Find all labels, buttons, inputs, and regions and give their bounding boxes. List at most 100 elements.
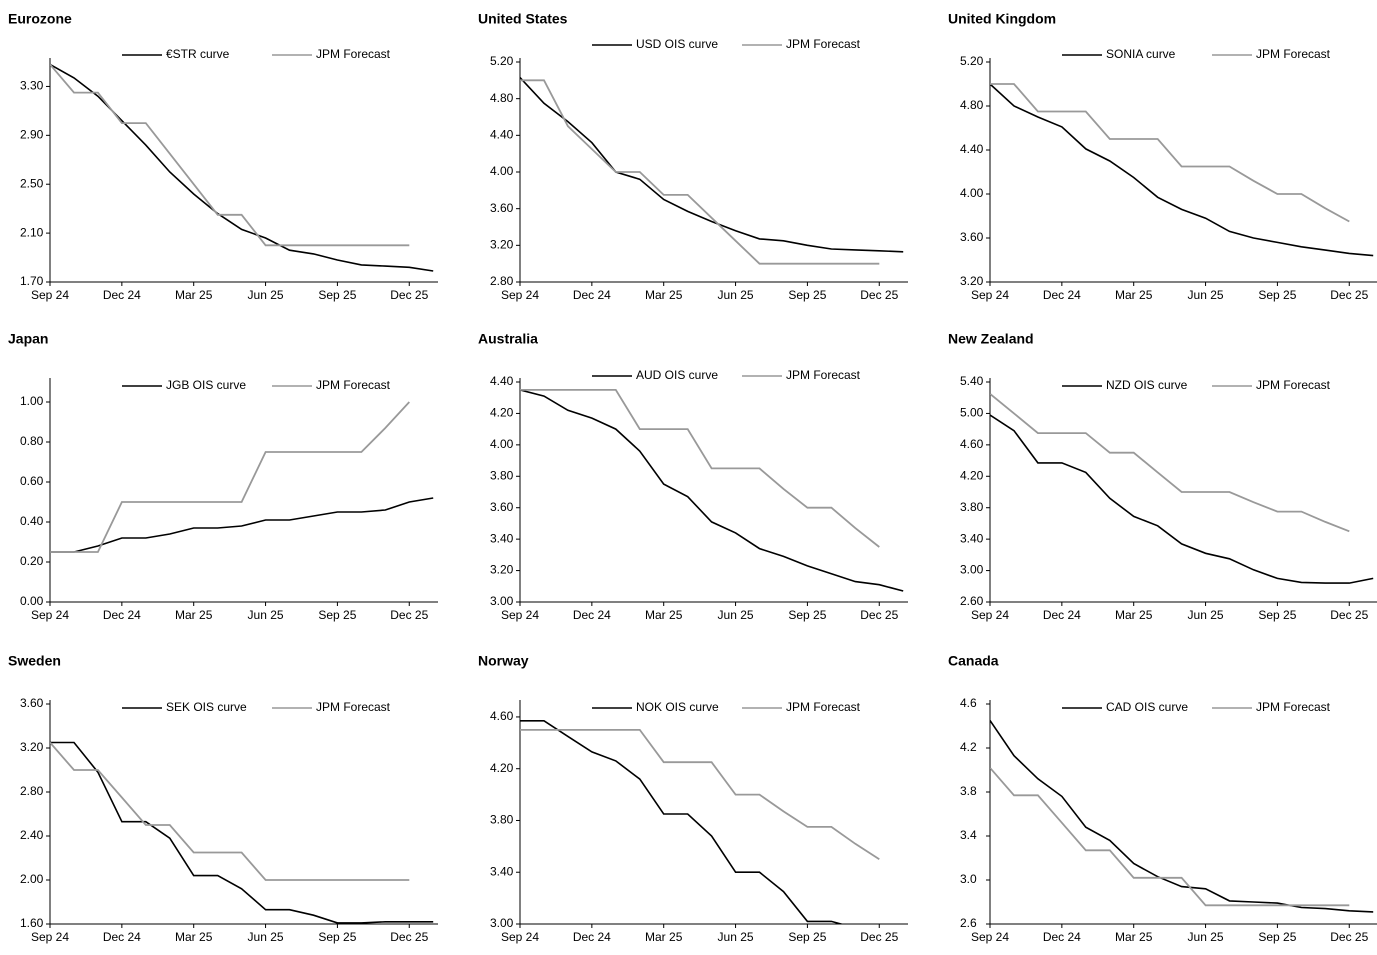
x-tick-label: Sep 24 xyxy=(31,930,69,944)
legend-label: USD OIS curve xyxy=(636,37,718,51)
y-tick-label: 3.60 xyxy=(20,696,44,710)
x-tick-label: Dec 24 xyxy=(1043,930,1081,944)
y-tick-label: 4.80 xyxy=(490,91,514,105)
series-line xyxy=(990,720,1374,913)
x-tick-label: Mar 25 xyxy=(1115,608,1153,622)
series-line xyxy=(50,741,434,924)
y-tick-label: 2.40 xyxy=(20,828,44,842)
x-tick-label: Jun 25 xyxy=(248,930,284,944)
y-tick-label: 3.00 xyxy=(490,916,514,930)
series-line xyxy=(520,79,880,265)
y-tick-label: 4.20 xyxy=(490,761,514,775)
y-tick-label: 4.80 xyxy=(960,98,984,112)
y-tick-label: 4.40 xyxy=(490,374,514,388)
x-tick-label: Sep 25 xyxy=(788,608,826,622)
x-tick-label: Sep 24 xyxy=(31,608,69,622)
y-tick-label: 0.20 xyxy=(20,554,44,568)
y-tick-label: 3.20 xyxy=(490,238,514,252)
panel: New Zealand 2.60 3.00 3.40 3.80 4.20 4.60 5.00 5… xyxy=(948,331,1377,622)
series-line xyxy=(520,389,904,592)
y-tick-label: 4.2 xyxy=(960,740,977,754)
x-tick-label: Dec 25 xyxy=(1330,288,1368,302)
x-tick-label: Dec 24 xyxy=(103,288,141,302)
y-tick-label: 3.30 xyxy=(20,79,44,93)
chart-title: Norway xyxy=(478,653,529,669)
legend-label: JPM Forecast xyxy=(786,700,861,714)
y-tick-label: 5.20 xyxy=(960,54,984,68)
x-tick-label: Sep 25 xyxy=(318,288,356,302)
x-tick-label: Sep 24 xyxy=(31,288,69,302)
y-tick-label: 3.80 xyxy=(490,468,514,482)
series-line xyxy=(990,767,1350,907)
series-line xyxy=(990,83,1374,257)
x-tick-label: Sep 25 xyxy=(318,930,356,944)
x-tick-label: Dec 25 xyxy=(390,288,428,302)
x-tick-label: Dec 25 xyxy=(390,608,428,622)
legend-label: AUD OIS curve xyxy=(636,368,718,382)
x-tick-label: Dec 25 xyxy=(860,930,898,944)
y-tick-label: 4.60 xyxy=(960,437,984,451)
x-tick-label: Dec 24 xyxy=(573,930,611,944)
x-tick-label: Dec 25 xyxy=(1330,930,1368,944)
legend-label: €STR curve xyxy=(166,47,230,61)
series-line xyxy=(990,83,1350,223)
x-tick-label: Sep 25 xyxy=(318,608,356,622)
y-tick-label: 0.40 xyxy=(20,514,44,528)
x-tick-label: Mar 25 xyxy=(175,288,213,302)
chart-title: United Kingdom xyxy=(948,11,1056,27)
y-tick-label: 0.60 xyxy=(20,474,44,488)
legend-label: JPM Forecast xyxy=(316,47,391,61)
x-tick-label: Jun 25 xyxy=(1188,608,1224,622)
y-tick-label: 2.6 xyxy=(960,916,977,930)
x-tick-label: Mar 25 xyxy=(645,288,683,302)
x-tick-label: Jun 25 xyxy=(1188,288,1224,302)
y-tick-label: 3.4 xyxy=(960,828,977,842)
series-line xyxy=(520,77,904,253)
x-tick-label: Sep 25 xyxy=(788,930,826,944)
chart-title: Eurozone xyxy=(8,11,72,27)
y-tick-label: 3.40 xyxy=(960,531,984,545)
chart-title: United States xyxy=(478,11,568,27)
chart-title: New Zealand xyxy=(948,331,1034,347)
legend-label: JPM Forecast xyxy=(316,700,391,714)
x-tick-label: Jun 25 xyxy=(718,930,754,944)
y-tick-label: 3.60 xyxy=(960,230,984,244)
x-tick-label: Sep 25 xyxy=(1258,930,1296,944)
x-tick-label: Dec 25 xyxy=(390,930,428,944)
x-tick-label: Jun 25 xyxy=(718,608,754,622)
panel: Eurozone 1.70 2.10 2.50 2.90 3.30 Sep 24 Dec 24… xyxy=(8,11,438,302)
x-tick-label: Sep 24 xyxy=(501,930,539,944)
legend-label: SONIA curve xyxy=(1106,47,1176,61)
y-tick-label: 4.40 xyxy=(490,128,514,142)
y-tick-label: 4.00 xyxy=(490,437,514,451)
x-tick-label: Sep 24 xyxy=(971,288,1009,302)
x-tick-label: Sep 25 xyxy=(1258,608,1296,622)
x-tick-label: Mar 25 xyxy=(645,608,683,622)
y-tick-label: 1.60 xyxy=(20,916,44,930)
series-line xyxy=(990,414,1374,584)
legend-label: JPM Forecast xyxy=(786,37,861,51)
x-tick-label: Jun 25 xyxy=(718,288,754,302)
y-tick-label: 5.20 xyxy=(490,54,514,68)
legend-label: JPM Forecast xyxy=(316,378,391,392)
x-tick-label: Jun 25 xyxy=(248,288,284,302)
y-tick-label: 5.40 xyxy=(960,374,984,388)
y-tick-label: 4.40 xyxy=(960,142,984,156)
x-tick-label: Sep 25 xyxy=(788,288,826,302)
y-tick-label: 4.00 xyxy=(490,164,514,178)
legend-label: JPM Forecast xyxy=(786,368,861,382)
x-tick-label: Jun 25 xyxy=(248,608,284,622)
y-tick-label: 2.00 xyxy=(20,872,44,886)
x-tick-label: Sep 24 xyxy=(501,288,539,302)
chart-title: Japan xyxy=(8,331,48,347)
x-tick-label: Sep 24 xyxy=(971,608,1009,622)
x-tick-label: Dec 25 xyxy=(860,288,898,302)
x-tick-label: Dec 24 xyxy=(573,288,611,302)
y-tick-label: 3.00 xyxy=(960,563,984,577)
y-tick-label: 2.10 xyxy=(20,225,44,239)
y-tick-label: 3.20 xyxy=(960,274,984,288)
legend-label: NZD OIS curve xyxy=(1106,378,1188,392)
y-tick-label: 2.50 xyxy=(20,176,44,190)
legend-label: NOK OIS curve xyxy=(636,700,719,714)
x-tick-label: Dec 24 xyxy=(1043,288,1081,302)
